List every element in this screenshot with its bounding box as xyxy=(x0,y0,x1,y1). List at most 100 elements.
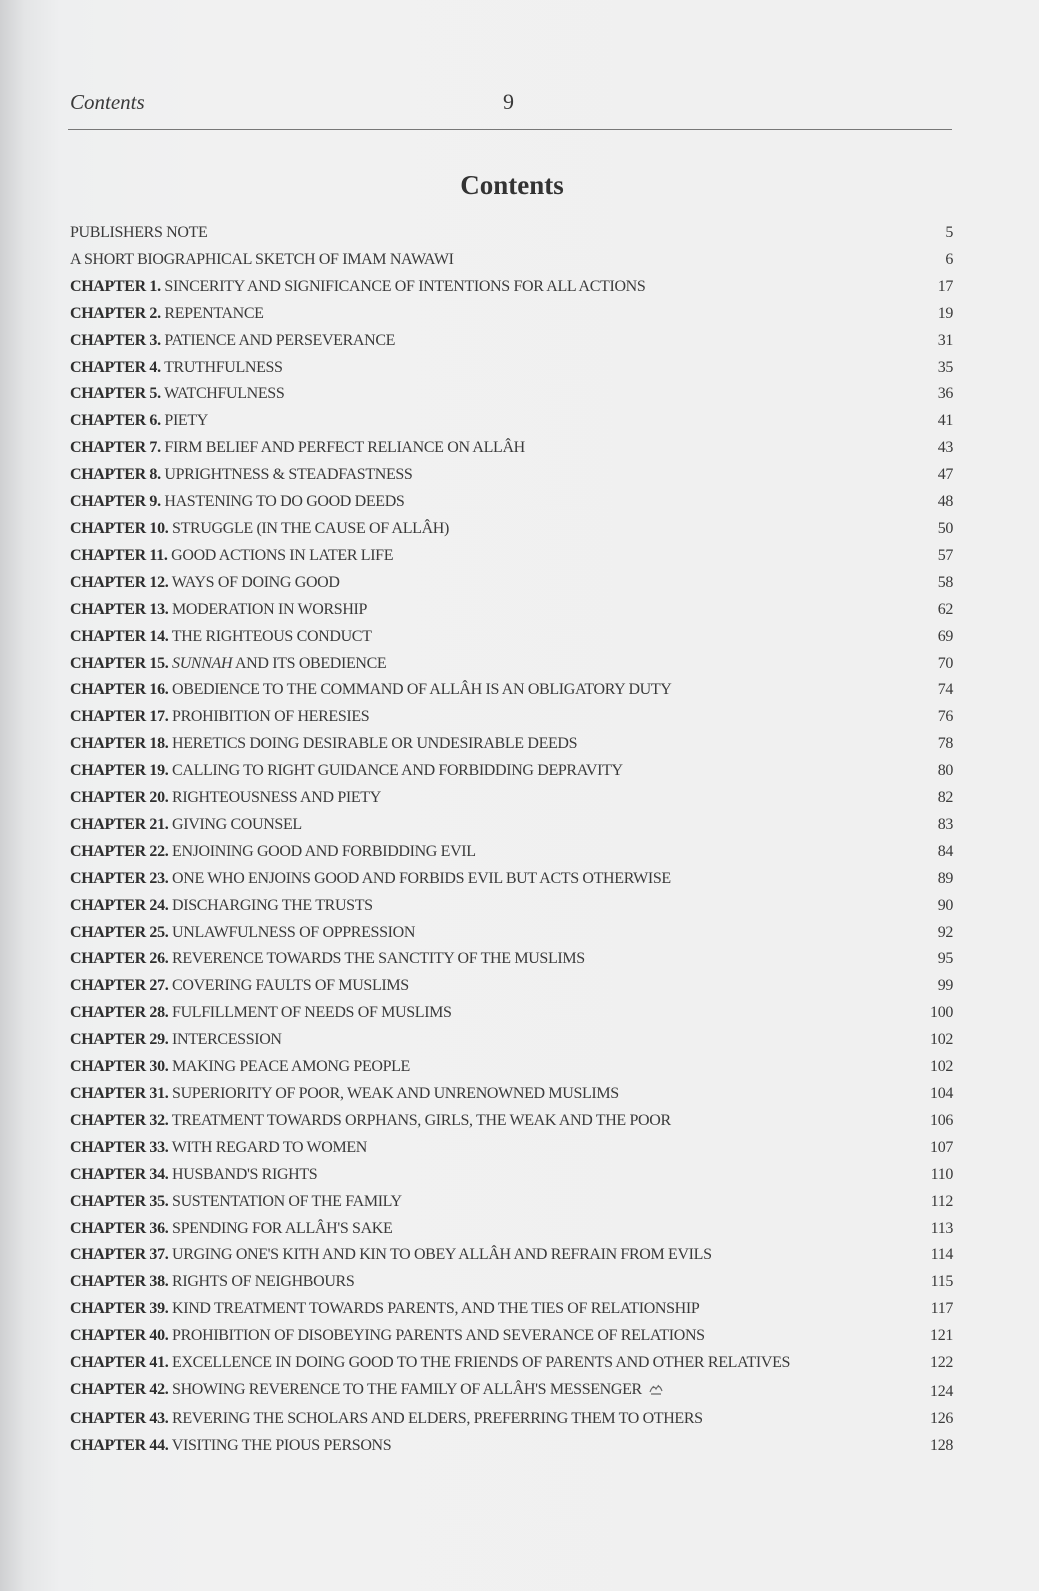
chapter-label: CHAPTER 10. xyxy=(70,519,169,537)
page-ref: 99 xyxy=(937,977,954,995)
toc-entry: CHAPTER 13. MODERATION IN WORSHIP 62 xyxy=(70,597,953,624)
toc-entry: CHAPTER 9. HASTENING TO DO GOOD DEEDS 48 xyxy=(70,489,953,516)
page-ref: 69 xyxy=(937,627,954,645)
entry-text: CHAPTER 36. SPENDING FOR ALLÂH'S SAKE xyxy=(70,1216,913,1243)
entry-text: CHAPTER 10. STRUGGLE (IN THE CAUSE OF AL… xyxy=(70,516,913,543)
page-ref: 57 xyxy=(937,546,954,564)
chapter-title: TRUTHFULNESS xyxy=(164,358,283,376)
chapter-label: CHAPTER 8. xyxy=(70,466,161,484)
toc-entry: CHAPTER 37. URGING ONE'S KITH AND KIN TO… xyxy=(70,1242,953,1269)
chapter-title: PROHIBITION OF DISOBEYING PARENTS AND SE… xyxy=(172,1327,705,1345)
chapter-title: WITH REGARD TO WOMEN xyxy=(171,1138,368,1156)
chapter-label: CHAPTER 32. xyxy=(70,1111,169,1129)
page-ref: 117 xyxy=(930,1300,954,1318)
entry-text: CHAPTER 2. REPENTANCE xyxy=(70,301,913,328)
page-ref: 19 xyxy=(937,304,954,322)
toc-entry: CHAPTER 22. ENJOINING GOOD AND FORBIDDIN… xyxy=(70,839,953,866)
chapter-label: CHAPTER 31. xyxy=(70,1085,169,1102)
chapter-title: THE RIGHTEOUS CONDUCT xyxy=(171,627,372,645)
entry-text: PUBLISHERS NOTE xyxy=(70,220,913,247)
chapter-title: WAYS OF DOING GOOD xyxy=(171,573,340,591)
toc-entry: CHAPTER 40. PROHIBITION OF DISOBEYING PA… xyxy=(70,1323,953,1350)
page-ref: 50 xyxy=(937,519,954,537)
chapter-label: CHAPTER 40. xyxy=(70,1327,169,1345)
page-ref: 47 xyxy=(937,466,954,484)
chapter-label: CHAPTER 19. xyxy=(70,762,169,780)
chapter-title: RIGHTS OF NEIGHBOURS xyxy=(172,1273,355,1291)
page-ref: 107 xyxy=(930,1138,953,1156)
chapter-label: CHAPTER 7. xyxy=(70,439,161,457)
page-ref: 58 xyxy=(937,573,954,591)
toc-entry: CHAPTER 2. REPENTANCE 19 xyxy=(70,301,953,328)
chapter-title: GOOD ACTIONS IN LATER LIFE xyxy=(171,546,394,564)
chapter-label: CHAPTER 18. xyxy=(70,735,169,753)
entry-text: CHAPTER 11. GOOD ACTIONS IN LATER LIFE xyxy=(70,543,913,570)
entry-text: CHAPTER 35. SUSTENTATION OF THE FAMILY xyxy=(70,1189,913,1216)
chapter-title: HASTENING TO DO GOOD DEEDS xyxy=(164,493,405,511)
chapter-title: PUBLISHERS NOTE xyxy=(70,224,208,241)
table-of-contents: PUBLISHERS NOTE 5 A SHORT BIOGRAPHICAL SKE… xyxy=(70,220,953,1460)
chapter-title: DISCHARGING THE TRUSTS xyxy=(172,896,373,914)
entry-text: CHAPTER 18. HERETICS DOING DESIRABLE OR … xyxy=(70,731,913,758)
chapter-label: CHAPTER 44. xyxy=(70,1436,169,1454)
toc-entry: CHAPTER 24. DISCHARGING THE TRUSTS 90 xyxy=(70,893,953,920)
entry-text: A SHORT BIOGRAPHICAL SKETCH OF IMAM NAWA… xyxy=(70,247,913,274)
chapter-label: CHAPTER 11. xyxy=(70,546,168,564)
chapter-title: INTERCESSION xyxy=(172,1031,282,1049)
toc-entry: CHAPTER 1. SINCERITY AND SIGNIFICANCE OF… xyxy=(70,274,953,301)
chapter-title: FIRM BELIEF AND PERFECT RELIANCE ON ALLÂ… xyxy=(164,439,525,457)
chapter-label: CHAPTER 5. xyxy=(70,385,161,403)
running-head: Contents xyxy=(70,90,145,114)
chapter-title-italic: SUNNAH xyxy=(172,654,233,672)
entry-text: CHAPTER 37. URGING ONE'S KITH AND KIN TO… xyxy=(70,1242,913,1269)
page-ref: 83 xyxy=(937,815,954,833)
chapter-title: HUSBAND'S RIGHTS xyxy=(172,1165,318,1183)
chapter-title: SUSTENTATION OF THE FAMILY xyxy=(172,1192,402,1210)
toc-entry: CHAPTER 20. RIGHTEOUSNESS AND PIETY 82 xyxy=(70,785,953,812)
chapter-label: CHAPTER 34. xyxy=(70,1165,169,1183)
entry-text: CHAPTER 42. SHOWING REVERENCE TO THE FAM… xyxy=(70,1377,913,1406)
entry-text: CHAPTER 41. EXCELLENCE IN DOING GOOD TO … xyxy=(70,1350,913,1377)
chapter-title: REPENTANCE xyxy=(164,304,264,322)
toc-entry: CHAPTER 15. SUNNAH AND ITS OBEDIENCE 70 xyxy=(70,651,953,678)
chapter-title: STRUGGLE (IN THE CAUSE OF ALLÂH) xyxy=(172,519,449,537)
page-ref: 70 xyxy=(937,654,954,672)
page-ref: 104 xyxy=(930,1085,953,1102)
page-ref: 110 xyxy=(930,1165,954,1183)
toc-entry: CHAPTER 6. PIETY 41 xyxy=(70,408,953,435)
toc-entry: CHAPTER 25. UNLAWFULNESS OF OPPRESSION 92 xyxy=(70,920,953,947)
toc-entry: CHAPTER 31. SUPERIORITY OF POOR, WEAK AN… xyxy=(70,1081,953,1108)
chapter-label: CHAPTER 22. xyxy=(70,842,169,860)
chapter-title: TREATMENT TOWARDS ORPHANS, GIRLS, THE WE… xyxy=(171,1111,671,1129)
chapter-title: HERETICS DOING DESIRABLE OR UNDESIRABLE … xyxy=(172,735,578,753)
toc-entry: CHAPTER 30. MAKING PEACE AMONG PEOPLE 102 xyxy=(70,1054,953,1081)
entry-text: CHAPTER 24. DISCHARGING THE TRUSTS xyxy=(70,893,913,920)
toc-entry: CHAPTER 19. CALLING TO RIGHT GUIDANCE AN… xyxy=(70,758,953,785)
page-ref: 102 xyxy=(930,1058,953,1076)
chapter-label: CHAPTER 42. xyxy=(70,1380,169,1398)
entry-text: CHAPTER 16. OBEDIENCE TO THE COMMAND OF … xyxy=(70,677,913,704)
chapter-title: SINCERITY AND SIGNIFICANCE OF INTENTIONS… xyxy=(164,277,646,295)
page-ref: 6 xyxy=(945,250,953,268)
toc-entry: CHAPTER 39. KIND TREATMENT TOWARDS PAREN… xyxy=(70,1296,953,1323)
chapter-label: CHAPTER 38. xyxy=(70,1273,169,1291)
entry-text: CHAPTER 43. REVERING THE SCHOLARS AND EL… xyxy=(70,1406,913,1433)
page-ref: 62 xyxy=(937,600,954,618)
entry-text: CHAPTER 28. FULFILLMENT OF NEEDS OF MUSL… xyxy=(70,1000,913,1027)
toc-entry: CHAPTER 3. PATIENCE AND PERSEVERANCE 31 xyxy=(70,328,953,355)
toc-entry: CHAPTER 41. EXCELLENCE IN DOING GOOD TO … xyxy=(70,1350,953,1377)
pbuh-calligraphy-icon xyxy=(648,1379,664,1406)
entry-text: CHAPTER 30. MAKING PEACE AMONG PEOPLE xyxy=(70,1054,913,1081)
chapter-label: CHAPTER 21. xyxy=(70,815,169,833)
page-ref: 31 xyxy=(937,331,954,349)
page-ref: 100 xyxy=(930,1004,953,1022)
page-ref: 92 xyxy=(937,923,954,941)
chapter-label: CHAPTER 14. xyxy=(70,627,169,645)
chapter-label: CHAPTER 37. xyxy=(70,1246,169,1264)
toc-entry: CHAPTER 29. INTERCESSION 102 xyxy=(70,1027,953,1054)
page-ref: 124 xyxy=(930,1382,953,1400)
toc-entry: CHAPTER 17. PROHIBITION OF HERESIES 76 xyxy=(70,704,953,731)
chapter-label: CHAPTER 28. xyxy=(70,1004,169,1022)
chapter-title: A SHORT BIOGRAPHICAL SKETCH OF IMAM NAWA… xyxy=(70,250,454,268)
toc-entry: CHAPTER 33. WITH REGARD TO WOMEN 107 xyxy=(70,1135,953,1162)
